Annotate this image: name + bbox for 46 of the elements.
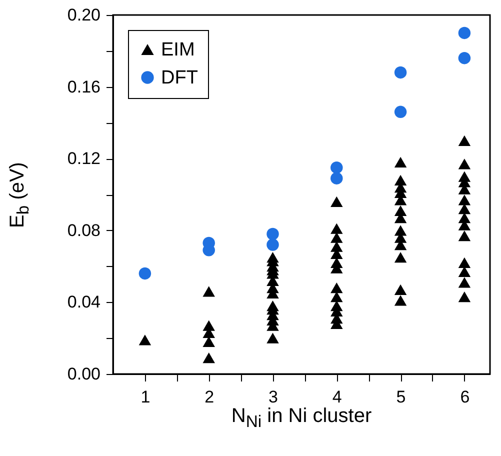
point xyxy=(458,158,471,170)
point xyxy=(458,230,471,242)
point xyxy=(330,172,343,184)
point xyxy=(458,277,471,288)
point xyxy=(394,252,407,263)
y-tick-label: 0.04 xyxy=(67,292,100,312)
point xyxy=(458,194,471,206)
y-tick-label: 0.08 xyxy=(67,220,100,240)
point xyxy=(458,204,471,214)
point xyxy=(458,26,471,40)
legend-label: DFT xyxy=(161,68,198,88)
point xyxy=(266,238,279,251)
point xyxy=(202,286,215,297)
point xyxy=(458,257,471,268)
point xyxy=(266,228,279,240)
x-tick-label: 5 xyxy=(396,388,406,406)
legend-label: EIM xyxy=(161,40,195,60)
point xyxy=(138,267,152,280)
point xyxy=(458,52,471,64)
point xyxy=(394,66,407,79)
point xyxy=(330,292,343,302)
point xyxy=(330,161,343,174)
point xyxy=(394,295,407,306)
y-tick-label: 0.12 xyxy=(67,149,100,168)
point xyxy=(458,135,471,146)
x-tick-label: 4 xyxy=(332,388,342,406)
x-tick-label: 3 xyxy=(268,388,278,406)
x-tick-label: 2 xyxy=(204,388,214,406)
point xyxy=(394,205,407,216)
point xyxy=(330,196,343,207)
x-axis-title: N$_{Ni}$ in Ni cluster xyxy=(230,405,373,432)
point xyxy=(394,156,407,168)
y-tick-label: 0.00 xyxy=(67,364,100,384)
point xyxy=(202,352,215,364)
point xyxy=(330,232,343,243)
point xyxy=(394,284,407,295)
point xyxy=(330,282,343,294)
x-tick-label: 1 xyxy=(140,388,150,406)
point xyxy=(458,292,471,302)
point xyxy=(266,332,279,344)
point xyxy=(330,223,343,234)
y-tick-label: 0.20 xyxy=(67,6,100,24)
point xyxy=(394,106,407,118)
y-tick-label: 0.16 xyxy=(67,77,100,96)
x-tick-label: 6 xyxy=(460,388,470,406)
point xyxy=(138,334,152,346)
